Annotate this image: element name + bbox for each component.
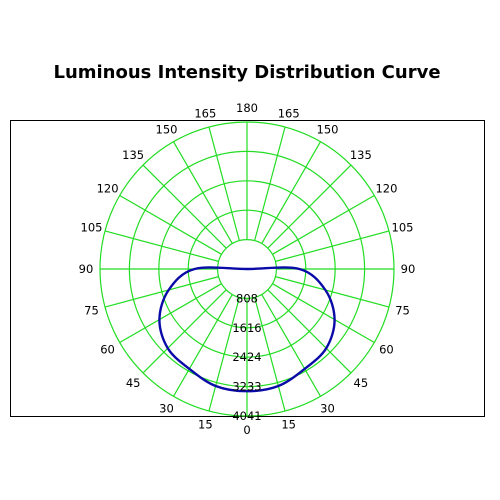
angle-labels: 0 15 30 45 60 75 90 105 120 135 150 165 180 165 150 135…: [79, 101, 416, 437]
grid-spoke-13: [208, 126, 240, 241]
angle-label: 0: [243, 423, 250, 437]
angle-label: 150: [317, 123, 339, 137]
angle-label: 60: [379, 343, 394, 357]
angle-label: 150: [156, 123, 178, 137]
radial-tick-label: 2424: [232, 350, 261, 364]
grid-spoke-7: [275, 230, 390, 262]
angle-label: 45: [126, 376, 141, 390]
radial-tick-labels: 808 1616 2424 3233 4041: [232, 291, 261, 423]
chart-title: Luminous Intensity Distribution Curve: [53, 62, 441, 83]
grid-spoke-15: [142, 164, 227, 249]
angle-label: 120: [375, 182, 397, 196]
angle-label: 60: [100, 343, 115, 357]
radial-tick-label: 1616: [232, 321, 261, 335]
grid-spoke-22: [172, 294, 233, 397]
grid-spoke-20: [119, 283, 222, 344]
grid-spoke-21: [142, 289, 227, 374]
angle-label: 90: [401, 262, 416, 276]
grid-spoke-10: [261, 141, 322, 244]
grid-spoke-17: [104, 230, 219, 262]
grid-spoke-19: [104, 276, 219, 308]
grid-spoke-8: [272, 194, 375, 255]
angle-label: 45: [354, 376, 369, 390]
angle-label: 165: [278, 106, 300, 120]
radial-tick-label: 808: [236, 291, 258, 305]
grid-spoke-2: [261, 294, 322, 397]
grid-spoke-11: [254, 126, 286, 241]
grid-spoke-5: [275, 276, 390, 308]
radial-tick-label: 3233: [232, 380, 261, 394]
angle-label: 15: [281, 418, 296, 432]
angle-label: 15: [198, 418, 213, 432]
grid-spoke-23: [208, 297, 240, 412]
grid-spoke-9: [267, 164, 352, 249]
angle-label: 105: [392, 220, 414, 234]
angle-label: 75: [84, 304, 99, 318]
intensity-curve: [158, 266, 336, 393]
angle-label: 135: [122, 148, 144, 162]
angle-label: 180: [236, 101, 258, 115]
angle-label: 135: [350, 148, 372, 162]
radial-tick-label: 4041: [232, 409, 261, 423]
angle-label: 165: [194, 106, 216, 120]
grid-spoke-1: [254, 297, 286, 412]
angle-label: 105: [81, 220, 103, 234]
grid-spoke-3: [267, 289, 352, 374]
grid-spoke-14: [172, 141, 233, 244]
angle-label: 30: [320, 401, 335, 415]
angle-label: 30: [159, 401, 174, 415]
angle-label: 75: [395, 304, 410, 318]
grid-spoke-16: [119, 194, 222, 255]
curve-layer: [158, 266, 336, 393]
polar-grid: [99, 121, 395, 417]
angle-label: 120: [97, 182, 119, 196]
grid-spoke-4: [272, 283, 375, 344]
angle-label: 90: [79, 262, 94, 276]
